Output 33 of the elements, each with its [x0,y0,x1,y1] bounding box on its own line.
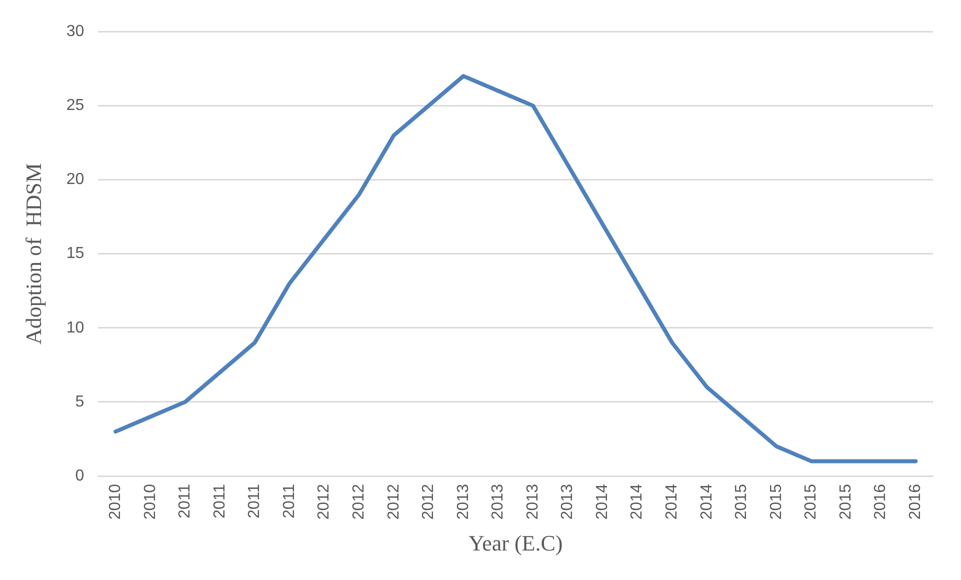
x-tick-label: 2015 [802,484,820,520]
x-tick-label: 2013 [490,484,507,520]
x-axis-title: Year (E.C) [468,530,563,556]
x-tick-label: 2011 [246,484,264,518]
x-tick-label: 2010 [142,484,159,520]
x-tick-label: 2014 [664,484,681,520]
x-tick-label: 2015 [768,484,785,520]
y-tick-label: 25 [66,97,84,114]
x-tick-label: 2015 [733,484,750,520]
x-tick-label: 2012 [350,484,368,520]
y-tick-label: 0 [75,467,84,484]
y-tick-label: 15 [66,245,84,262]
x-tick-label: 2013 [454,484,472,520]
x-tick-label: 2012 [385,484,402,520]
y-tick-label: 30 [66,23,84,40]
y-tick-label: 5 [75,393,84,410]
x-tick-label: 2014 [698,484,716,520]
x-tick-label: 2014 [628,484,646,520]
y-tick-label: 20 [66,171,84,188]
x-tick-label: 2016 [872,484,890,520]
x-tick-label: 2015 [837,484,854,520]
x-tick-label: 2014 [594,484,611,520]
x-tick-label: 2010 [106,484,124,520]
x-tick-label: 2011 [176,484,194,518]
x-tick-label: 2012 [316,484,333,520]
x-tick-label: 2011 [280,484,298,518]
x-tick-label: 2013 [559,484,576,520]
x-tick-label: 2013 [524,484,542,520]
y-axis-title: Adoption of HDSM [20,163,46,345]
y-tick-label: 10 [66,319,84,336]
x-tick-label: 2012 [420,484,438,520]
x-tick-label: 2011 [211,484,228,518]
x-tick-label: 2016 [907,484,924,520]
